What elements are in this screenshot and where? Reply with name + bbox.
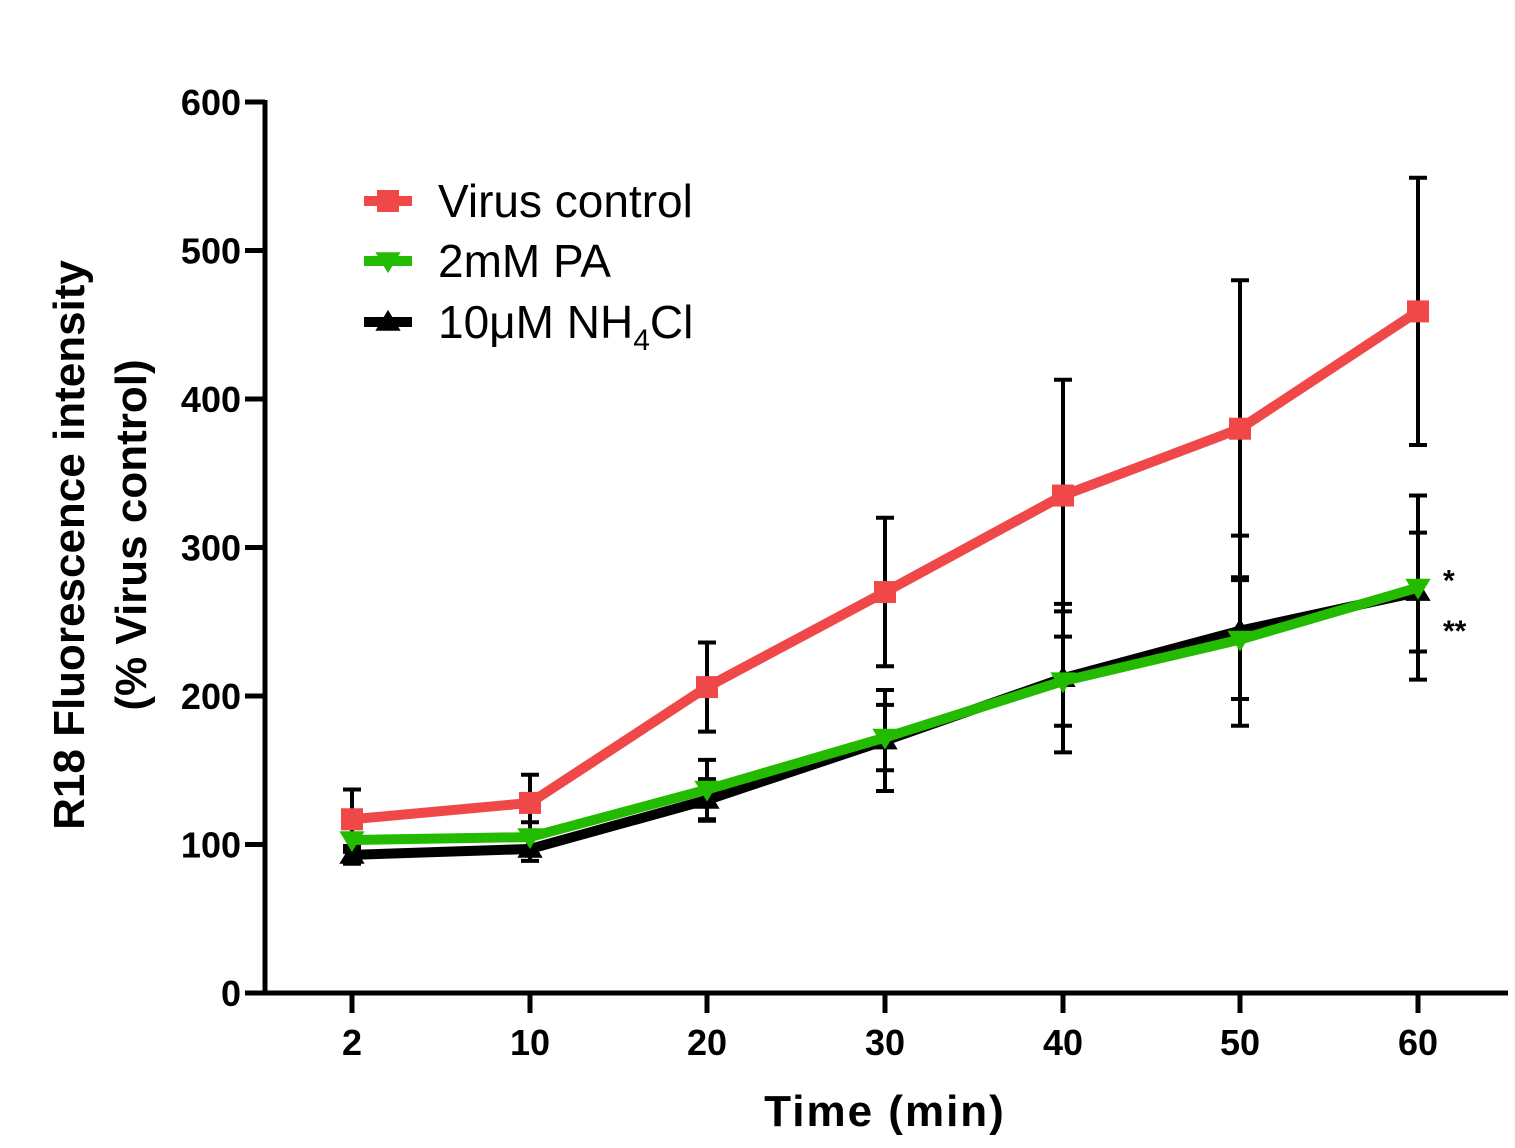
data-point — [1227, 630, 1253, 652]
legend: Virus control 2mM PA 10μM NH4Cl — [364, 175, 693, 357]
data-point — [1052, 484, 1074, 507]
legend-label: Virus control — [438, 175, 693, 227]
legend-label: 2mM PA — [438, 235, 611, 287]
series-0 — [341, 300, 1429, 831]
legend-marker — [375, 252, 401, 274]
data-point — [1050, 672, 1076, 694]
data-point — [517, 828, 543, 850]
y-tick-label: 500 — [181, 231, 241, 272]
data-point — [339, 831, 365, 853]
annotations: *** — [1443, 565, 1467, 648]
x-tick-label: 10 — [510, 1022, 550, 1063]
significance-label: ** — [1443, 615, 1467, 648]
x-tick-label: 20 — [687, 1022, 727, 1063]
legend-item: 2mM PA — [364, 235, 611, 287]
legend-marker — [377, 190, 399, 212]
data-point — [696, 676, 718, 699]
legend-marker — [375, 309, 401, 331]
data-point — [694, 780, 720, 802]
data-point — [341, 808, 363, 831]
data-point — [1405, 578, 1431, 600]
x-tick-label: 30 — [865, 1022, 905, 1063]
x-axis-title: Time (min) — [764, 1087, 1006, 1136]
legend-item: 10μM NH4Cl — [364, 296, 693, 357]
axes: 0 100 200 300 400 500 600 2 10 20 30 40 50 60 — [181, 82, 1508, 1063]
x-tick-label: 60 — [1398, 1022, 1438, 1063]
data-point — [519, 791, 541, 814]
data-point — [1229, 417, 1251, 440]
legend-item: Virus control — [364, 175, 693, 227]
series-1 — [339, 578, 1431, 853]
x-tick-label: 50 — [1220, 1022, 1260, 1063]
y-tick-label: 200 — [181, 676, 241, 717]
y-tick-label: 300 — [181, 528, 241, 569]
x-tick-label: 40 — [1043, 1022, 1083, 1063]
data-point — [872, 728, 898, 750]
y-axis-title: R18 Fluorescence intensity — [45, 260, 94, 830]
legend-label: 10μM NH4Cl — [438, 296, 693, 357]
data-point — [874, 581, 896, 604]
y-tick-label: 600 — [181, 82, 241, 123]
y-tick-label: 0 — [221, 973, 241, 1014]
y-axis-subtitle: (% Virus control) — [107, 359, 156, 710]
data-point — [1407, 300, 1429, 323]
y-tick-label: 400 — [181, 379, 241, 420]
error-bars-0 — [343, 175, 1427, 851]
x-tick-label: 2 — [342, 1022, 362, 1063]
y-tick-label: 100 — [181, 825, 241, 866]
series-layer — [339, 175, 1431, 866]
significance-label: * — [1443, 565, 1455, 598]
data-point — [339, 842, 365, 864]
